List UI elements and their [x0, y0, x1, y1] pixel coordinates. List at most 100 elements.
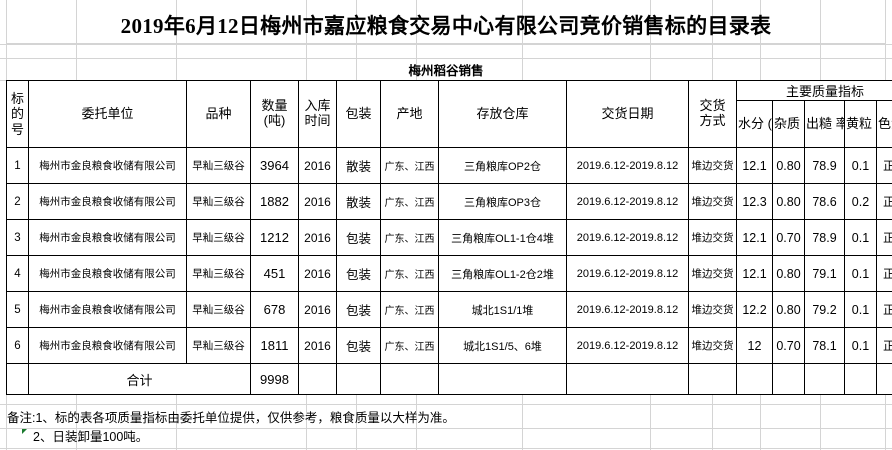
cell-lot-no: 5: [6, 291, 29, 328]
lot-no-char-2: 的: [10, 106, 24, 122]
note-line-2-wrapper: 2、日装卸量100吨。: [7, 428, 885, 447]
col-header-delivery-method: 交货 方式: [688, 80, 737, 148]
cell-moisture: 12: [736, 327, 773, 364]
col-header-yellow-grain: 黄粒 米 (%): [844, 100, 877, 148]
cell-delivery-date: 2019.6.12-2019.8.12: [566, 219, 689, 256]
cell-packaging: 包装: [336, 255, 381, 292]
cell-origin: 广东、江西: [380, 327, 439, 364]
moisture-label: 水分: [738, 115, 765, 131]
lot-no-char-3: 号: [10, 121, 24, 137]
quantity-unit: (吨): [263, 113, 286, 128]
cell-warehouse: 城北1S1/1堆: [438, 291, 567, 328]
cell-storage-time: 2016: [298, 255, 337, 292]
total-blank-lot: [6, 363, 29, 395]
cell-storage-time: 2016: [298, 327, 337, 364]
table-body: 1 梅州市金良粮食收储有限公司 早籼三级谷 3964 2016 散装 广东、江西 三角粮库OP…: [6, 147, 892, 395]
cell-entrusting-unit: 梅州市金良粮食收储有限公司: [28, 183, 187, 220]
cell-delivery-date: 2019.6.12-2019.8.12: [566, 327, 689, 364]
total-blank-cell: [772, 363, 805, 395]
cell-brown-rice-rate: 79.2: [804, 291, 845, 328]
col-header-delivery-date: 交货日期: [566, 80, 689, 148]
cell-entrusting-unit: 梅州市金良粮食收储有限公司: [28, 147, 187, 184]
col-header-brown-rice-rate: 出糙 率 (%): [804, 100, 845, 148]
cell-brown-rice-rate: 78.9: [804, 219, 845, 256]
cell-packaging: 包装: [336, 291, 381, 328]
total-blank-cell: [804, 363, 845, 395]
cell-storage-time: 2016: [298, 183, 337, 220]
cell-storage-time: 2016: [298, 291, 337, 328]
cell-delivery-method: 堆边交货: [688, 255, 737, 292]
header-row-group: 标 的 号 委托单位 品种 数量 (吨) 入库 时间 包装 产地 存放仓库 交货…: [6, 80, 892, 148]
table-header: 标 的 号 委托单位 品种 数量 (吨) 入库 时间 包装 产地 存放仓库 交货…: [6, 80, 892, 148]
cell-impurity: 0.80: [772, 147, 805, 184]
cell-yellow-grain: 0.1: [844, 255, 877, 292]
cell-yellow-grain: 0.2: [844, 183, 877, 220]
cell-storage-time: 2016: [298, 219, 337, 256]
cell-origin: 广东、江西: [380, 147, 439, 184]
cell-moisture: 12.1: [736, 147, 773, 184]
cell-delivery-method: 堆边交货: [688, 183, 737, 220]
cell-brown-rice-rate: 79.1: [804, 255, 845, 292]
note-line-1: 备注:1、标的表各项质量指标由委托单位提供，仅供参考，粮食质量以大样为准。: [7, 411, 455, 425]
page-title: 2019年6月12日梅州市嘉应粮食交易中心有限公司竞价销售标的目录表: [120, 13, 772, 38]
color-odor-line-1: 色泽: [878, 115, 892, 131]
col-header-lot-no: 标 的 号: [6, 80, 29, 148]
cell-quantity: 451: [250, 255, 299, 292]
cell-entrusting-unit: 梅州市金良粮食收储有限公司: [28, 255, 187, 292]
cell-origin: 广东、江西: [380, 255, 439, 292]
total-row: 合计 9998: [6, 363, 892, 395]
cell-delivery-date: 2019.6.12-2019.8.12: [566, 255, 689, 292]
cell-yellow-grain: 0.1: [844, 327, 877, 364]
col-header-color-odor: 色泽 气味: [876, 100, 892, 148]
cell-warehouse: 城北1S1/5、6堆: [438, 327, 567, 364]
cell-variety: 早籼三级谷: [186, 219, 251, 256]
cell-color-odor: 正常: [876, 219, 892, 256]
cell-delivery-method: 堆边交货: [688, 219, 737, 256]
cell-impurity: 0.80: [772, 291, 805, 328]
cell-entrusting-unit: 梅州市金良粮食收储有限公司: [28, 219, 187, 256]
cell-origin: 广东、江西: [380, 219, 439, 256]
delivery-method-line-2: 方式: [699, 113, 726, 128]
cell-lot-no: 1: [6, 147, 29, 184]
cell-warehouse: 三角粮库OL1-2仓2堆: [438, 255, 567, 292]
cell-lot-no: 4: [6, 255, 29, 292]
cell-delivery-method: 堆边交货: [688, 327, 737, 364]
cell-lot-no: 2: [6, 183, 29, 220]
cell-delivery-date: 2019.6.12-2019.8.12: [566, 147, 689, 184]
cell-delivery-method: 堆边交货: [688, 291, 737, 328]
cell-delivery-date: 2019.6.12-2019.8.12: [566, 183, 689, 220]
quantity-label: 数量: [261, 98, 288, 114]
total-blank-cell: [688, 363, 737, 395]
total-blank-cell: [438, 363, 567, 395]
brown-rice-rate-line-2: 率: [836, 116, 844, 131]
lot-no-char-1: 标: [10, 91, 24, 106]
lot-catalog-table: 标 的 号 委托单位 品种 数量 (吨) 入库 时间 包装 产地 存放仓库 交货…: [6, 80, 892, 395]
table-row: 4 梅州市金良粮食收储有限公司 早籼三级谷 451 2016 包装 广东、江西 三角粮库OL1…: [6, 255, 892, 292]
moisture-unit: (%): [767, 115, 772, 131]
cell-entrusting-unit: 梅州市金良粮食收储有限公司: [28, 327, 187, 364]
table-row: 1 梅州市金良粮食收储有限公司 早籼三级谷 3964 2016 散装 广东、江西 三角粮库OP…: [6, 147, 892, 184]
total-blank-cell: [298, 363, 337, 395]
page-subtitle: 梅州稻谷销售: [408, 63, 484, 78]
cell-variety: 早籼三级谷: [186, 255, 251, 292]
cell-brown-rice-rate: 78.6: [804, 183, 845, 220]
cell-impurity: 0.70: [772, 327, 805, 364]
cell-yellow-grain: 0.1: [844, 291, 877, 328]
cell-packaging: 包装: [336, 219, 381, 256]
table-row: 6 梅州市金良粮食收储有限公司 早籼三级谷 1811 2016 包装 广东、江西 城北1S1/…: [6, 327, 892, 364]
total-blank-cell: [736, 363, 773, 395]
col-header-impurity: 杂质 (%): [772, 100, 805, 148]
total-blank-cell: [380, 363, 439, 395]
cell-moisture: 12.2: [736, 291, 773, 328]
cell-storage-time: 2016: [298, 147, 337, 184]
cell-origin: 广东、江西: [380, 183, 439, 220]
cell-color-odor: 正常: [876, 147, 892, 184]
cell-quantity: 1811: [250, 327, 299, 364]
cell-moisture: 12.1: [736, 219, 773, 256]
cell-origin: 广东、江西: [380, 291, 439, 328]
cell-yellow-grain: 0.1: [844, 219, 877, 256]
total-blank-cell: [876, 363, 892, 395]
cell-warehouse: 三角粮库OP2仓: [438, 147, 567, 184]
cell-packaging: 包装: [336, 327, 381, 364]
table-row: 5 梅州市金良粮食收储有限公司 早籼三级谷 678 2016 包装 广东、江西 城北1S1/1…: [6, 291, 892, 328]
